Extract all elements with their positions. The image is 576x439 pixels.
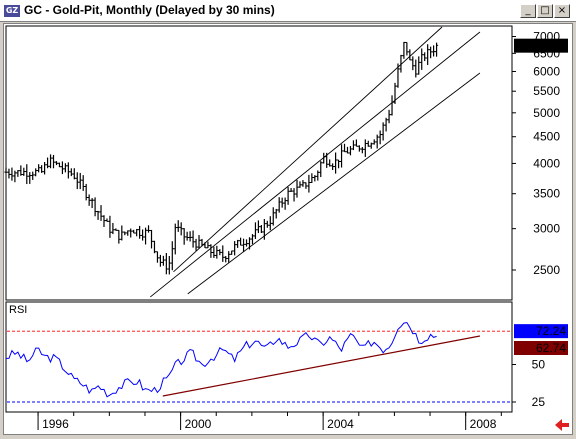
rsi-tick-label: 25 [532,395,546,409]
time-tick-label: 2004 [327,417,354,431]
price-tick-label: 3500 [533,187,560,201]
channel-line [150,31,481,298]
price-tick-label: 5500 [533,84,560,98]
rsi-reference-lines [7,330,511,403]
last-price-box [514,38,568,53]
maximize-button[interactable]: □ [537,4,553,18]
channel-line [173,26,443,273]
price-pane [5,25,513,301]
rsi-value-label: 62.74 [536,341,566,355]
scroll-left-arrow-icon[interactable] [555,419,569,431]
rsi-axis: 50 25 72.24 62.74 [512,324,568,409]
rsi-line [5,321,437,398]
close-button[interactable]: × [554,4,570,18]
app-icon: GZ [4,5,20,17]
rsi-trendline [162,335,481,397]
minimize-button[interactable]: _ [520,4,536,18]
price-tick-label: 4500 [533,130,560,144]
price-bars [4,41,439,275]
rsi-tick-label: 50 [532,358,546,372]
price-tick-label: 3000 [533,222,560,236]
channel-line [187,72,481,295]
time-axis: 1996 2000 2004 2008 [37,412,502,431]
window-titlebar: GZ GC - Gold-Pit, Monthly (Delayed by 30… [0,0,576,22]
last-price-label: 6723 [534,40,561,54]
rsi-lines [5,321,481,398]
window-title: GC - Gold-Pit, Monthly (Delayed by 30 mi… [24,3,275,17]
rsi-value-label: 72.24 [536,324,566,338]
rsi-value-box [514,341,568,355]
channel-lines [150,26,481,298]
price-tick-label: 6000 [533,64,560,78]
rsi-value-box [514,324,568,339]
price-tick-label: 4000 [533,156,560,170]
rsi-pane [5,301,513,413]
time-tick-label: 2000 [185,417,212,431]
price-tick-label: 2500 [533,263,560,277]
time-tick-label: 1996 [42,417,69,431]
price-tick-label: 5000 [533,106,560,120]
rsi-title: RSI [9,304,27,316]
price-axis: 7000650060005500500045004000350030002500… [512,30,568,277]
time-tick-label: 2008 [470,417,497,431]
